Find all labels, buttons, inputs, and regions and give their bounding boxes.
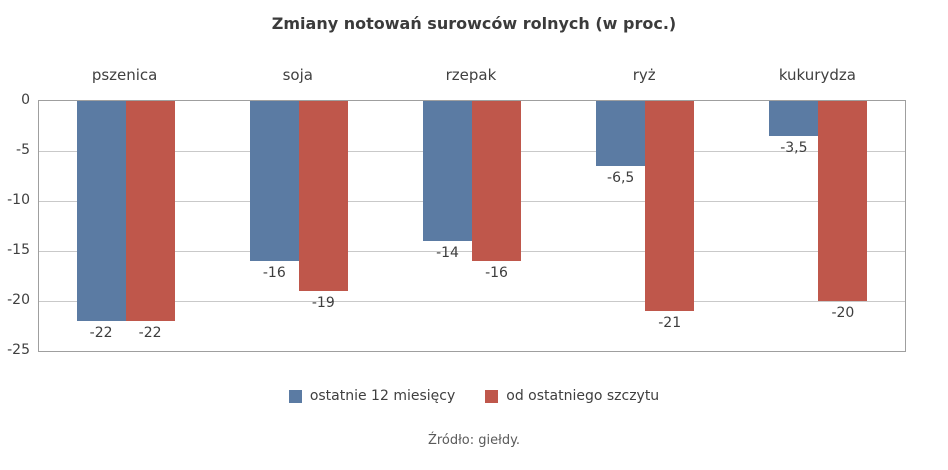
bar-value-label: -16 [262,265,286,281]
bar-kukurydza-series2 [818,101,868,301]
bar-value-label: -3,5 [780,140,808,156]
legend-item-series2: od ostatniego szczytu [485,388,659,404]
bar-ryż-series1 [596,101,646,166]
category-label: kukurydza [778,66,856,84]
bar-value-label: -22 [89,325,113,341]
y-tick-label: -15 [7,242,30,258]
source-note: Źródło: giełdy. [427,433,521,448]
bar-value-label: -16 [485,265,508,281]
bar-ryż-series2 [645,101,695,311]
y-tick-label: -20 [7,292,30,308]
bar-value-label: -21 [658,315,682,331]
legend-label: ostatnie 12 miesięcy [309,388,456,404]
category-label: pszenica [91,66,158,84]
legend-item-series1: ostatnie 12 miesięcy [288,388,456,404]
gridline [39,301,905,302]
bar-rzepak-series2 [472,101,521,261]
bar-soja-series2 [298,101,348,291]
bar-rzepak-series1 [423,101,472,241]
bar-value-label: -20 [831,305,855,321]
legend-label: od ostatniego szczytu [506,388,660,404]
bar-kukurydza-series1 [769,101,819,136]
chart-title: Zmiany notowań surowców rolnych (w proc.… [271,14,677,33]
category-label: ryż [632,66,656,84]
bar-pszenica-series1 [76,101,126,321]
category-label: soja [282,66,313,84]
y-tick-label: -25 [7,342,30,358]
y-tick-label: -10 [7,192,30,208]
legend-swatch [485,389,499,403]
legend: ostatnie 12 miesięcy od ostatniego szczyt… [0,388,948,404]
y-tick-label: -5 [16,142,30,158]
category-label: rzepak [445,66,497,84]
plot-area: -22 -22 -16 -19 -14 -16 -6,5 -21 -3,5 -20 [38,100,906,352]
legend-swatch [288,389,302,403]
bar-value-label: -6,5 [607,170,635,186]
y-tick-label: 0 [21,92,30,108]
bar-value-label: -19 [311,295,335,311]
bar-soja-series1 [249,101,299,261]
bar-pszenica-series2 [125,101,175,321]
bar-value-label: -22 [138,325,162,341]
bar-value-label: -14 [436,245,459,261]
